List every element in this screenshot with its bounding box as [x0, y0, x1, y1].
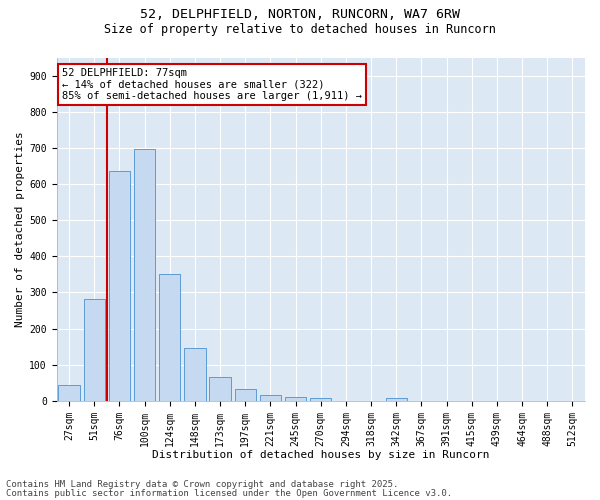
- Bar: [159, 274, 181, 401]
- Bar: [58, 384, 80, 401]
- Y-axis label: Number of detached properties: Number of detached properties: [15, 132, 25, 327]
- Text: Size of property relative to detached houses in Runcorn: Size of property relative to detached ho…: [104, 22, 496, 36]
- Bar: [209, 376, 231, 401]
- Bar: [83, 298, 105, 401]
- Text: Contains HM Land Registry data © Crown copyright and database right 2025.: Contains HM Land Registry data © Crown c…: [6, 480, 398, 489]
- Bar: [109, 172, 130, 401]
- Text: 52, DELPHFIELD, NORTON, RUNCORN, WA7 6RW: 52, DELPHFIELD, NORTON, RUNCORN, WA7 6RW: [140, 8, 460, 20]
- Bar: [134, 148, 155, 401]
- Bar: [260, 396, 281, 401]
- Bar: [310, 398, 331, 401]
- X-axis label: Distribution of detached houses by size in Runcorn: Distribution of detached houses by size …: [152, 450, 490, 460]
- Text: 52 DELPHFIELD: 77sqm
← 14% of detached houses are smaller (322)
85% of semi-deta: 52 DELPHFIELD: 77sqm ← 14% of detached h…: [62, 68, 362, 101]
- Bar: [386, 398, 407, 401]
- Bar: [235, 390, 256, 401]
- Text: Contains public sector information licensed under the Open Government Licence v3: Contains public sector information licen…: [6, 490, 452, 498]
- Bar: [184, 348, 206, 401]
- Bar: [285, 397, 306, 401]
